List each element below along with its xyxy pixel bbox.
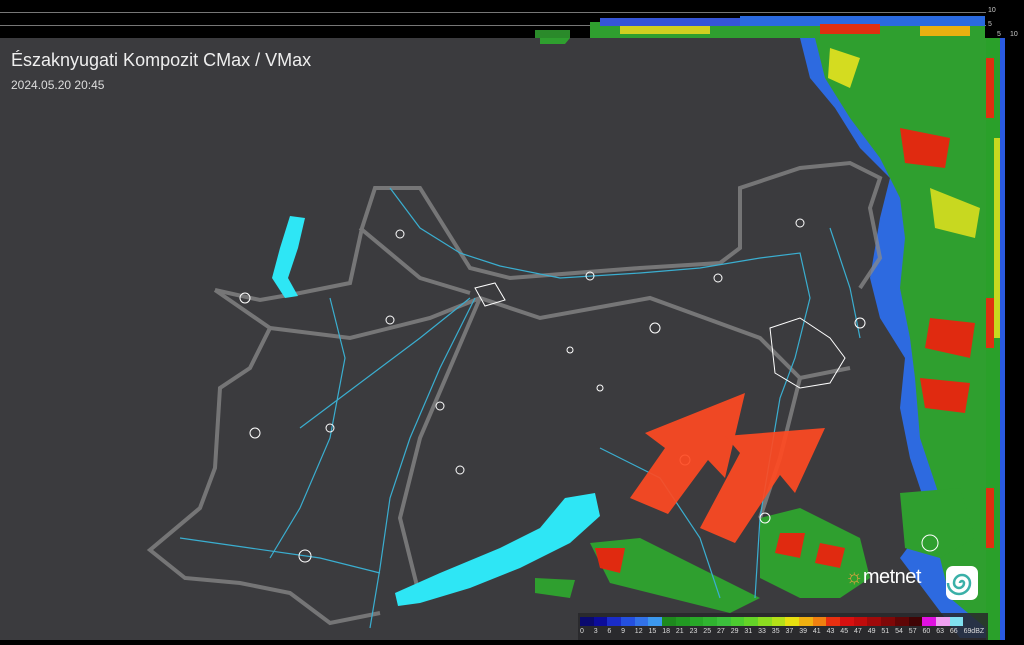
color-scale-swatch — [867, 617, 882, 626]
vertical-profile-echoes — [986, 38, 1005, 640]
radar-map[interactable] — [0, 38, 986, 640]
color-scale-swatch — [757, 617, 772, 626]
color-scale-bar — [580, 617, 964, 626]
color-scale-swatch — [689, 617, 704, 626]
color-scale-label: 33 — [758, 628, 766, 635]
color-scale-label: 18 — [662, 628, 670, 635]
color-scale-swatch — [703, 617, 717, 626]
settlement-outlines — [239, 218, 939, 563]
color-scale-label: 9 — [621, 628, 625, 635]
color-scale-label: 3 — [593, 628, 598, 635]
color-scale-swatch — [634, 617, 649, 626]
color-scale-label: 35 — [771, 628, 780, 635]
color-scale-swatch — [744, 617, 758, 626]
color-scale-swatch — [853, 617, 868, 626]
color-scale-swatch — [826, 617, 841, 626]
profile-gridline — [0, 12, 986, 13]
color-scale-label: 63 — [936, 628, 944, 635]
color-scale-label: 29 — [730, 628, 739, 635]
color-scale-label: 66 — [949, 628, 958, 635]
color-scale-label: 60 — [922, 628, 931, 635]
color-scale-label: 31 — [744, 628, 753, 635]
color-scale-swatch — [881, 617, 895, 626]
color-scale-labels: 0 3 6 9 12 15 18 21 23 25 27 29 31 33 35 37 39 41 43 45 47 49… — [578, 628, 988, 638]
horizontal-profile-echoes — [535, 16, 985, 38]
color-scale-swatch — [771, 617, 786, 626]
profile-tick: 5 — [997, 31, 1001, 38]
horizontal-profile-panel — [0, 0, 986, 38]
color-scale-label: 23 — [689, 628, 698, 635]
color-scale-label: 51 — [881, 628, 890, 635]
profile-gridline — [0, 25, 986, 26]
color-scale-swatch — [935, 617, 950, 626]
color-scale-label: 49 — [867, 628, 876, 635]
color-scale-swatch — [675, 617, 690, 626]
color-scale-swatch — [580, 617, 594, 626]
color-scale-legend: 0 3 6 9 12 15 18 21 23 25 27 29 31 33 35 37 39 41 43 45 47 49… — [578, 613, 988, 640]
arrow-icon — [700, 428, 825, 543]
color-scale-swatch — [949, 617, 964, 626]
vertical-profile-panel — [986, 38, 1024, 640]
lake-ferto — [272, 216, 305, 298]
swirl-icon — [946, 566, 978, 600]
color-scale-label: 15 — [648, 628, 657, 635]
color-scale-label: 6 — [607, 628, 612, 635]
color-scale-swatch — [730, 617, 745, 626]
sun-icon: ☼ — [845, 566, 863, 588]
color-scale-swatch — [662, 617, 676, 626]
map-title: Északnyugati Kompozit CMax / VMax — [11, 50, 312, 70]
storm-direction-arrows — [630, 393, 825, 543]
color-scale-label: 39 — [799, 628, 807, 635]
logo-text: metnet — [862, 566, 922, 588]
color-scale-swatch — [894, 617, 909, 626]
color-scale-label: 45 — [840, 628, 849, 635]
color-scale-label: 57 — [908, 628, 917, 635]
lake-balaton — [395, 493, 600, 606]
metnet-logo: ☼metnet — [845, 566, 922, 589]
color-scale-label: 43 — [826, 628, 835, 635]
color-scale-swatch — [799, 617, 813, 626]
color-scale-swatch — [593, 617, 608, 626]
profile-tick: 10 — [988, 7, 996, 14]
color-scale-label: 27 — [717, 628, 725, 635]
country-border — [146, 160, 883, 626]
color-scale-swatch — [785, 617, 799, 626]
map-canvas — [146, 38, 986, 638]
color-scale-label: 47 — [854, 628, 862, 635]
color-scale-label: 37 — [785, 628, 794, 635]
color-scale-swatch — [812, 617, 827, 626]
color-scale-label: 0 — [580, 628, 584, 635]
color-scale-label: 21 — [675, 628, 684, 635]
color-scale-label: 25 — [703, 628, 712, 635]
color-scale-swatch — [607, 617, 622, 626]
radar-echoes — [535, 38, 986, 638]
color-scale-swatch — [621, 617, 635, 626]
color-scale-swatch — [840, 617, 854, 626]
color-scale-label: 69 — [963, 628, 972, 635]
color-scale-swatch — [922, 617, 936, 626]
profile-tick: 10 — [1010, 31, 1018, 38]
profile-tick: 5 — [988, 21, 992, 28]
color-scale-swatch — [648, 617, 663, 626]
color-scale-label: 54 — [895, 628, 903, 635]
color-scale-unit: dBZ — [971, 628, 985, 635]
arrow-icon — [630, 393, 745, 514]
color-scale-label: 41 — [812, 628, 821, 635]
color-scale-swatch — [908, 617, 923, 626]
map-timestamp: 2024.05.20 20:45 — [11, 78, 105, 92]
color-scale-label: 12 — [634, 628, 643, 635]
color-scale-swatch — [716, 617, 731, 626]
